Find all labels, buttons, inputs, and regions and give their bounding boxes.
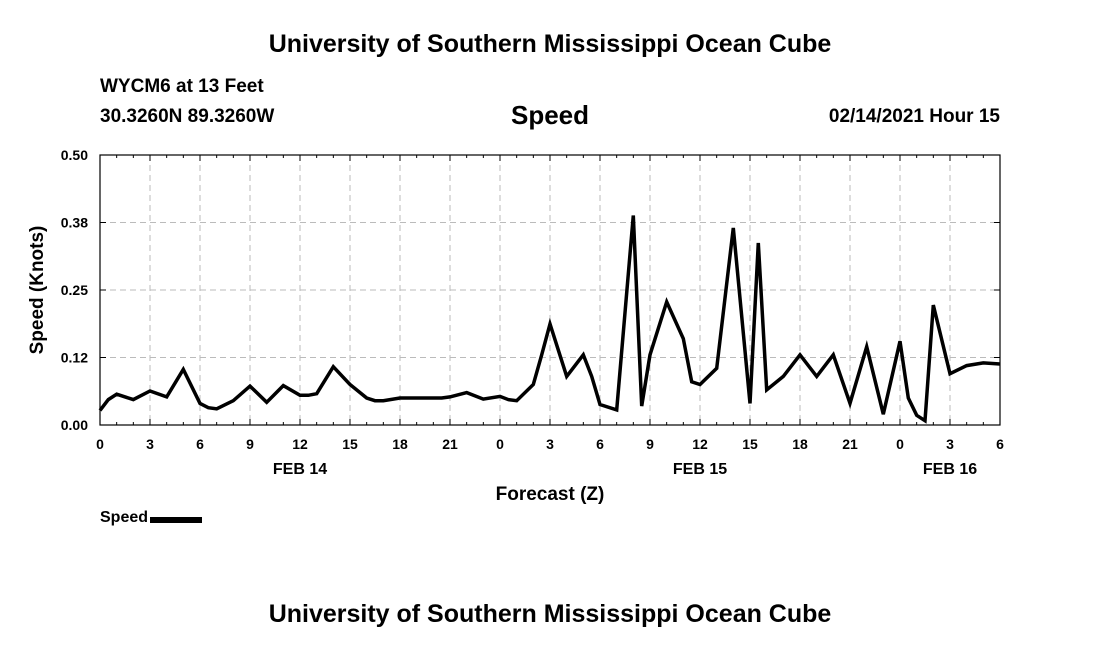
parameter-title: Speed (510, 100, 590, 130)
x-tick-label: 3 (546, 436, 554, 452)
x-tick-label: 9 (646, 436, 654, 452)
y-tick-label: 0.25 (61, 282, 88, 298)
coordinates-label: 30.3260N 89.3260W (100, 106, 275, 127)
station-label: WYCM6 at 13 Feet (100, 76, 264, 97)
x-tick-label: 15 (742, 436, 758, 452)
footer-title: University of Southern Mississippi Ocean… (268, 600, 832, 628)
x-tick-label: 3 (946, 436, 954, 452)
page-title: University of Southern Mississippi Ocean… (268, 30, 832, 58)
date-label: FEB 14 (273, 461, 327, 478)
date-label: FEB 15 (673, 461, 727, 478)
x-tick-label: 0 (496, 436, 504, 452)
y-tick-label: 0.38 (61, 215, 88, 231)
x-tick-label: 21 (842, 436, 858, 452)
date-label: FEB 16 (923, 461, 977, 478)
x-tick-label: 12 (292, 436, 308, 452)
x-tick-label: 18 (392, 436, 408, 452)
y-tick-label: 0.50 (61, 147, 88, 163)
legend-label: Speed (100, 509, 149, 526)
x-axis-label: Forecast (Z) (496, 484, 605, 505)
datetime-label: 02/14/2021 Hour 15 (828, 106, 1000, 127)
x-tick-label: 18 (792, 436, 808, 452)
y-axis-label: Speed (Knots) (27, 226, 48, 355)
x-tick-label: 15 (342, 436, 358, 452)
x-tick-label: 6 (996, 436, 1004, 452)
x-tick-label: 9 (246, 436, 254, 452)
series-line-speed (98, 215, 1001, 424)
x-tick-label: 6 (596, 436, 604, 452)
x-tick-label: 12 (692, 436, 708, 452)
x-tick-label: 6 (196, 436, 204, 452)
legend: Speed (100, 509, 203, 527)
x-tick-label: 0 (96, 436, 104, 452)
x-tick-label: 0 (896, 436, 904, 452)
legend-swatch (150, 516, 203, 523)
x-tick-label: 21 (442, 436, 458, 452)
y-tick-label: 0.00 (61, 417, 88, 433)
y-tick-label: 0.12 (61, 350, 88, 366)
x-tick-label: 3 (146, 436, 154, 452)
